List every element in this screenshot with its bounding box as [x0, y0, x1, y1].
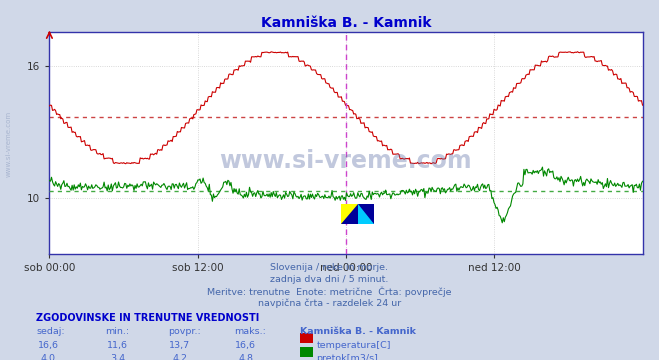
- Bar: [341, 204, 358, 224]
- Text: www.si-vreme.com: www.si-vreme.com: [219, 149, 473, 173]
- Text: 3,4: 3,4: [110, 354, 125, 360]
- Text: pretok[m3/s]: pretok[m3/s]: [316, 354, 378, 360]
- Text: ZGODOVINSKE IN TRENUTNE VREDNOSTI: ZGODOVINSKE IN TRENUTNE VREDNOSTI: [36, 313, 260, 323]
- Text: Kamniška B. - Kamnik: Kamniška B. - Kamnik: [300, 327, 416, 336]
- Text: 4,2: 4,2: [173, 354, 187, 360]
- Title: Kamniška B. - Kamnik: Kamniška B. - Kamnik: [261, 16, 431, 30]
- Bar: [358, 204, 374, 224]
- Text: 16,6: 16,6: [38, 341, 59, 350]
- Text: temperatura[C]: temperatura[C]: [316, 341, 391, 350]
- Text: 4,0: 4,0: [41, 354, 55, 360]
- Text: sedaj:: sedaj:: [36, 327, 65, 336]
- Polygon shape: [358, 204, 374, 224]
- Text: zadnja dva dni / 5 minut.: zadnja dva dni / 5 minut.: [270, 275, 389, 284]
- Text: navpična črta - razdelek 24 ur: navpična črta - razdelek 24 ur: [258, 298, 401, 308]
- Polygon shape: [341, 204, 358, 224]
- Text: www.si-vreme.com: www.si-vreme.com: [5, 111, 12, 177]
- Text: maks.:: maks.:: [234, 327, 266, 336]
- Text: 13,7: 13,7: [169, 341, 190, 350]
- Text: povpr.:: povpr.:: [168, 327, 201, 336]
- Text: Slovenija / reke in morje.: Slovenija / reke in morje.: [270, 263, 389, 272]
- Text: 16,6: 16,6: [235, 341, 256, 350]
- Text: 4,8: 4,8: [239, 354, 253, 360]
- Text: Meritve: trenutne  Enote: metrične  Črta: povprečje: Meritve: trenutne Enote: metrične Črta: …: [207, 287, 452, 297]
- Text: min.:: min.:: [105, 327, 130, 336]
- Text: 11,6: 11,6: [107, 341, 128, 350]
